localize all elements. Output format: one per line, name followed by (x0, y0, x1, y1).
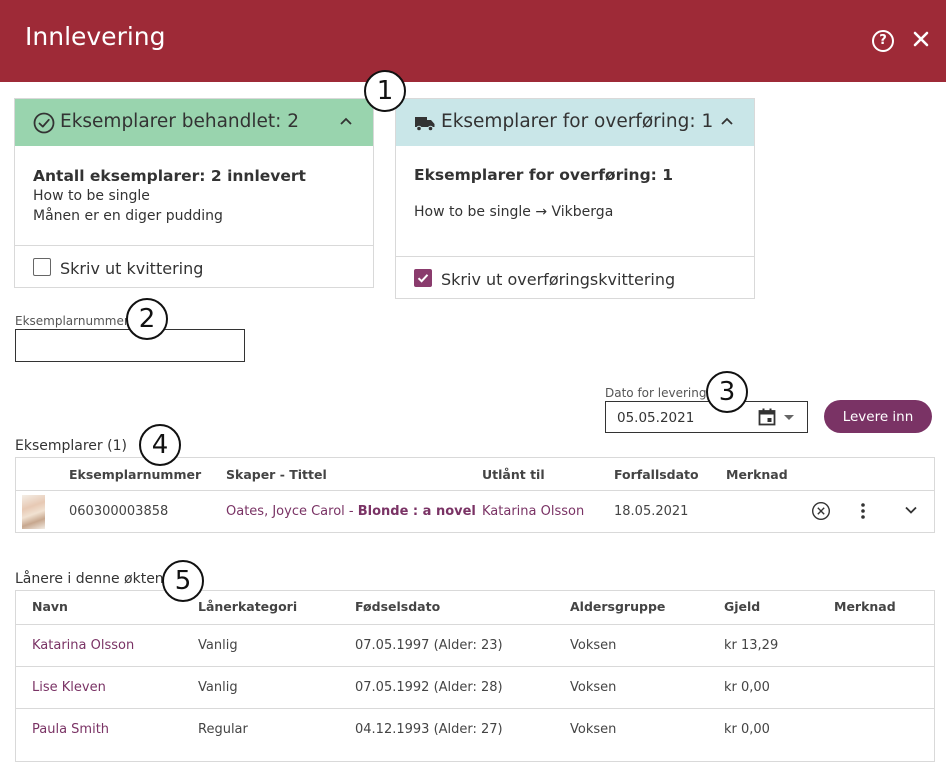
transfer-count-label: Eksemplarer for overføring: 1 (414, 166, 674, 184)
divider (16, 624, 934, 625)
book-cover-thumbnail (22, 495, 45, 529)
item-number-label: Eksemplarnummer (15, 314, 129, 328)
borrower-name-link[interactable]: Lise Kleven (32, 680, 106, 695)
table-row: 060300003858 Oates, Joyce Carol - Blonde… (16, 491, 934, 532)
column-header: Utlånt til (482, 467, 545, 482)
chevron-up-icon[interactable] (720, 116, 734, 126)
borrower-category-cell: Vanlig (198, 638, 238, 653)
creator-title-separator: - (344, 504, 358, 519)
processed-panel-header[interactable]: Eksemplarer behandlet: 2 (15, 99, 373, 146)
transfer-item: How to be single → Vikberga (414, 204, 614, 220)
processed-items-panel: Eksemplarer behandlet: 2 Antall eksempla… (14, 98, 374, 288)
table-row: Paula Smith Regular 04.12.1993 (Alder: 2… (16, 709, 934, 750)
modal-header: Innlevering ? (0, 0, 946, 82)
birth-date-cell: 07.05.1997 (Alder: 23) (355, 638, 503, 653)
transfer-items-panel: Eksemplarer for overføring: 1 Eksemplare… (395, 98, 755, 299)
transfer-panel-header[interactable]: Eksemplarer for overføring: 1 (396, 99, 754, 146)
print-receipt-checkbox[interactable] (33, 258, 51, 276)
due-date-cell: 18.05.2021 (614, 504, 689, 519)
table-row: Katarina Olsson Vanlig 07.05.1997 (Alder… (16, 625, 934, 666)
submit-return-button[interactable]: Levere inn (824, 400, 932, 433)
birth-date-cell: 07.05.1992 (Alder: 28) (355, 680, 503, 695)
borrower-category-cell: Regular (198, 722, 248, 737)
print-transfer-receipt-label: Skriv ut overføringskvittering (441, 270, 676, 289)
callout-marker: 2 (126, 298, 168, 340)
transfer-panel-title: Eksemplarer for overføring: 1 (441, 111, 714, 132)
column-header: Skaper - Tittel (226, 467, 327, 482)
item-number-cell: 060300003858 (69, 504, 169, 519)
column-header: Merknad (726, 467, 788, 482)
creator-link[interactable]: Oates, Joyce Carol (226, 504, 345, 519)
borrower-name-link[interactable]: Katarina Olsson (32, 638, 135, 653)
age-group-cell: Voksen (570, 722, 617, 737)
processed-panel-title: Eksemplarer behandlet: 2 (60, 111, 300, 132)
borrowers-section-title: Lånere i denne økten (15, 571, 164, 587)
close-icon[interactable] (910, 28, 932, 50)
column-header: Gjeld (724, 599, 761, 614)
item-number-input[interactable] (15, 329, 245, 362)
divider (396, 256, 754, 257)
column-header: Lånerkategori (198, 599, 298, 614)
callout-marker: 1 (364, 70, 406, 112)
divider (16, 490, 934, 491)
divider (16, 708, 934, 709)
borrower-link[interactable]: Katarina Olsson (482, 504, 585, 519)
more-options-icon[interactable] (856, 501, 870, 521)
calendar-icon[interactable] (758, 408, 776, 426)
truck-icon (415, 117, 435, 132)
creator-title-cell: Oates, Joyce Carol - Blonde : a novel (226, 504, 476, 519)
delivery-date-value: 05.05.2021 (617, 410, 695, 426)
print-receipt-label: Skriv ut kvittering (60, 259, 204, 278)
column-header: Aldersgruppe (570, 599, 666, 614)
column-header: Eksemplarnummer (69, 467, 202, 482)
table-row: Lise Kleven Vanlig 07.05.1992 (Alder: 28… (16, 667, 934, 708)
callout-marker: 3 (706, 371, 748, 413)
modal-title: Innlevering (25, 22, 166, 51)
borrower-category-cell: Vanlig (198, 680, 238, 695)
column-header: Forfallsdato (614, 467, 699, 482)
divider (16, 666, 934, 667)
callout-marker: 5 (162, 560, 204, 602)
column-header: Fødselsdato (355, 599, 441, 614)
help-icon[interactable]: ? (872, 30, 894, 52)
check-circle-icon (33, 112, 55, 134)
debt-cell: kr 0,00 (724, 680, 770, 695)
age-group-cell: Voksen (570, 680, 617, 695)
column-header: Navn (32, 599, 68, 614)
borrower-name-link[interactable]: Paula Smith (32, 722, 110, 737)
processed-item: Månen er en diger pudding (33, 208, 223, 224)
column-header: Merknad (834, 599, 896, 614)
age-group-cell: Voksen (570, 638, 617, 653)
delivery-date-input[interactable]: 05.05.2021 (605, 401, 808, 433)
title-link[interactable]: Blonde : a novel (357, 504, 476, 519)
borrowers-table: Navn Lånerkategori Fødselsdato Aldersgru… (15, 590, 935, 762)
birth-date-cell: 04.12.1993 (Alder: 27) (355, 722, 503, 737)
items-section-title: Eksemplarer (1) (15, 438, 127, 454)
delivery-date-label: Dato for levering (605, 386, 707, 400)
items-table: Eksemplarnummer Skaper - Tittel Utlånt t… (15, 457, 935, 533)
chevron-down-icon[interactable] (784, 415, 794, 420)
print-transfer-receipt-checkbox[interactable] (414, 269, 432, 287)
divider (15, 245, 373, 246)
debt-cell: kr 13,29 (724, 638, 779, 653)
expand-chevron-down-icon[interactable] (904, 505, 918, 515)
callout-marker: 4 (139, 424, 181, 466)
remove-circle-icon[interactable] (811, 501, 831, 521)
debt-cell: kr 0,00 (724, 722, 770, 737)
processed-count-label: Antall eksemplarer: 2 innlevert (33, 167, 306, 185)
processed-item: How to be single (33, 188, 150, 204)
chevron-up-icon[interactable] (339, 116, 353, 126)
